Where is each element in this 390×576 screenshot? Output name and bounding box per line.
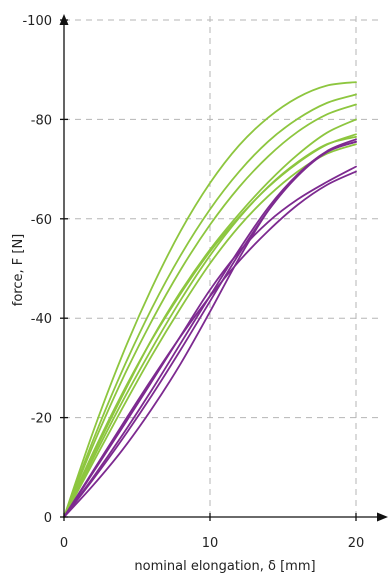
green-curve: [63, 135, 357, 518]
y-tick-label: -80: [31, 113, 52, 128]
axes: [59, 14, 388, 522]
tick-labels: 0 -20 -40 -60 -80 -100 0 10 20: [22, 14, 364, 551]
curve-series: [63, 81, 357, 518]
green-curve: [63, 81, 357, 518]
green-curve: [63, 118, 357, 518]
x-tick-label: 0: [60, 536, 68, 551]
x-axis-arrow: [377, 512, 388, 522]
y-tick-label: -100: [22, 14, 52, 29]
purple-curve: [63, 140, 357, 518]
y-tick-label: -20: [31, 412, 52, 427]
green-curve: [63, 93, 357, 518]
grid-lines: [64, 16, 378, 517]
x-axis-title: nominal elongation, δ [mm]: [134, 559, 315, 574]
green-curve: [63, 103, 357, 518]
y-tick-label: 0: [44, 511, 52, 526]
y-axis-title: force, F [N]: [11, 234, 26, 306]
x-tick-label: 10: [202, 536, 219, 551]
y-axis-arrow: [59, 14, 69, 25]
purple-curve: [63, 165, 357, 518]
x-tick-label: 20: [348, 536, 365, 551]
y-tick-label: -40: [31, 312, 52, 327]
y-tick-label: -60: [31, 213, 52, 228]
purple-curve: [63, 138, 357, 518]
